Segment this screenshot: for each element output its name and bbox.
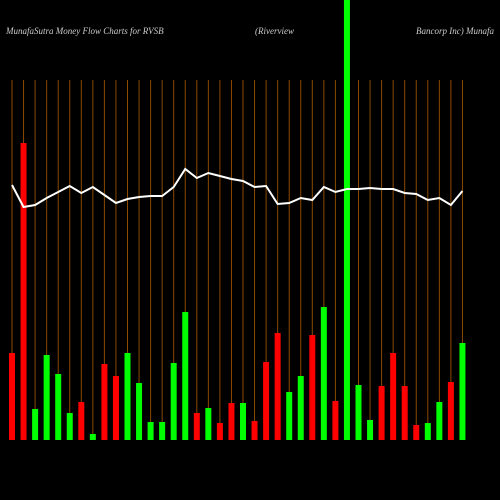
bar: [170, 363, 177, 440]
bar: [240, 403, 246, 440]
bar: [263, 362, 270, 440]
bar: [136, 383, 143, 440]
bar: [78, 402, 85, 440]
bar: [66, 413, 73, 440]
bar: [101, 364, 108, 440]
bar: [286, 392, 293, 440]
bar: [9, 353, 15, 440]
bar: [251, 421, 258, 440]
bar: [297, 376, 304, 440]
bar: [401, 386, 408, 440]
bar: [309, 335, 316, 440]
bar: [55, 374, 62, 440]
bar: [436, 402, 443, 440]
bar: [367, 420, 374, 440]
bar: [32, 409, 39, 440]
bar: [424, 423, 431, 440]
line: [11, 167, 464, 209]
bar: [343, 0, 350, 440]
bar: [205, 408, 212, 440]
bar: [274, 333, 281, 440]
bar: [228, 403, 235, 440]
bar: [193, 413, 200, 440]
bar: [413, 425, 420, 440]
bar: [147, 422, 154, 440]
bar: [216, 423, 223, 440]
bar: [320, 307, 327, 440]
bar: [124, 353, 131, 440]
bar: [378, 386, 385, 440]
bar: [20, 143, 27, 440]
bar: [159, 422, 166, 440]
bar: [447, 382, 454, 440]
bar: [89, 434, 96, 440]
chart-title: MunafaSutra Money Flow Charts for RVSB: [5, 26, 164, 36]
chart-subtitle: Bancorp Inc) Munafa: [416, 26, 494, 36]
bar: [355, 385, 362, 440]
bar: [459, 343, 466, 440]
bar: [43, 355, 50, 440]
chart-subtitle: (Riverview: [255, 26, 294, 36]
bar: [112, 376, 119, 440]
bar: [182, 312, 189, 440]
bar: [390, 353, 397, 440]
bar: [332, 401, 339, 440]
